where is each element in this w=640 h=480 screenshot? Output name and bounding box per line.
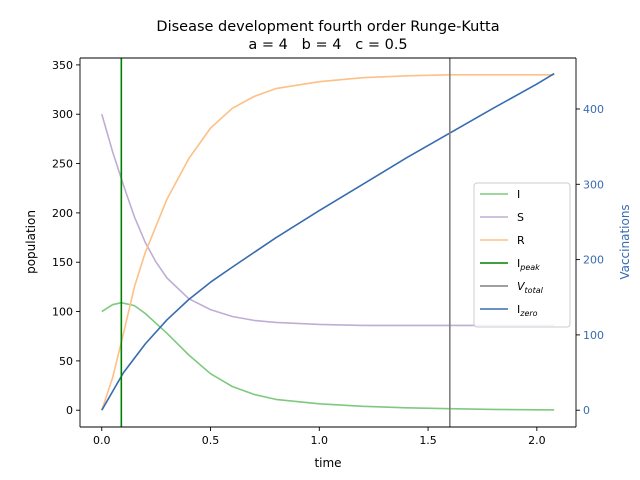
y-tick-label-left: 350: [52, 59, 73, 72]
x-tick-label: 1.5: [419, 434, 437, 447]
y-tick-label-left: 300: [52, 108, 73, 121]
legend-box: [473, 182, 571, 328]
x-tick-label: 0.5: [202, 434, 220, 447]
y-axis-label-right: Vaccinations: [618, 204, 632, 279]
plot-area: 0.0 0.5 1.0 1.5 2.0 0 50 100 150 200 250 300 350 0 100…: [52, 57, 604, 447]
y-tick-label-left: 50: [59, 355, 73, 368]
legend-label-i-zero: Izero: [517, 303, 538, 318]
chart-title-line1: Disease development fourth order Runge-K…: [156, 19, 499, 35]
series-line-r: [101, 74, 555, 411]
y-tick-label-left: 0: [66, 404, 73, 417]
legend-label-v-total: Vtotal: [517, 280, 544, 295]
series-line-i: [101, 301, 555, 411]
x-tick-label: 2.0: [528, 434, 546, 447]
legend: ISR Ipeak Vtotal Izero: [473, 182, 571, 328]
y-tick-label-right: 200: [583, 254, 604, 267]
x-axis-label: time: [314, 456, 341, 470]
y-tick-label-left: 150: [52, 256, 73, 269]
y-tick-label-right: 400: [583, 103, 604, 116]
chart-title-line2: a = 4 b = 4 c = 0.5: [248, 37, 407, 53]
legend-label-i-peak: Ipeak: [517, 257, 540, 272]
series-line-i-zero: [101, 72, 555, 411]
legend-label-r: R: [517, 234, 525, 247]
x-tick-label: 1.0: [311, 434, 329, 447]
y-tick-label-right: 100: [583, 329, 604, 342]
y-tick-label-right: 0: [583, 404, 590, 417]
y-tick-label-right: 300: [583, 178, 604, 191]
legend-label-s: S: [517, 211, 524, 224]
y-axis-label-left: population: [24, 210, 38, 274]
y-tick-label-left: 200: [52, 207, 73, 220]
y-tick-label-left: 250: [52, 158, 73, 171]
x-tick-label: 0.0: [93, 434, 111, 447]
legend-label-i: I: [517, 188, 520, 201]
y-tick-label-left: 100: [52, 306, 73, 319]
